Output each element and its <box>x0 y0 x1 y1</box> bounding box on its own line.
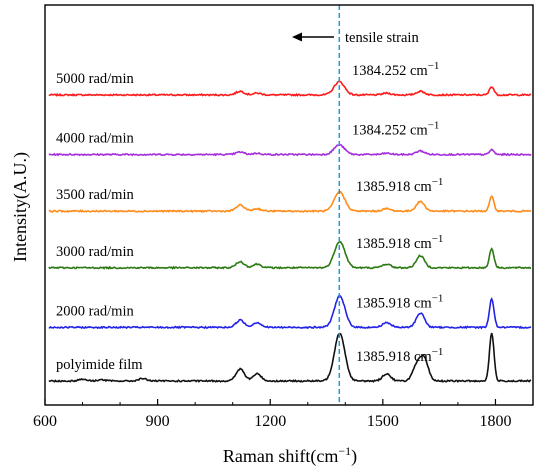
series-label-3: 3000 rad/min <box>56 244 134 260</box>
y-axis-title: Intensity(A.U.) <box>10 152 31 262</box>
peak-labels: 1384.252 cm−1 1384.252 cm−1 1385.918 cm−1 1… <box>352 60 443 365</box>
peak-label-2: 1385.918 cm−1 <box>356 176 443 195</box>
series-line-0 <box>48 80 532 97</box>
peak-label-4: 1385.918 cm−1 <box>356 292 443 311</box>
spectra-lines <box>48 80 532 383</box>
series-line-3 <box>48 241 532 270</box>
series-line-4 <box>48 294 532 330</box>
arrow-head-icon <box>292 32 302 42</box>
series-line-5 <box>48 332 532 383</box>
peak-label-1: 1384.252 cm−1 <box>352 120 439 139</box>
series-label-2: 3500 rad/min <box>56 187 134 203</box>
series-labels: 5000 rad/min 4000 rad/min 3500 rad/min 3000… <box>56 71 143 373</box>
x-tick-label-0: 600 <box>33 413 57 430</box>
annotation-group: tensile strain <box>292 30 419 46</box>
series-line-2 <box>48 190 532 214</box>
peak-label-5: 1385.918 cm−1 <box>356 346 443 365</box>
series-label-1: 4000 rad/min <box>56 131 134 147</box>
x-axis-title-superscript: −1 <box>338 444 351 458</box>
x-axis-title: Raman shift(cm−1) <box>223 444 357 467</box>
x-tick-label-2: 1200 <box>254 413 286 430</box>
plot-frame <box>44 4 534 406</box>
peak-label-3: 1385.918 cm−1 <box>356 233 443 252</box>
series-label-5: polyimide film <box>56 357 143 373</box>
peak-label-0: 1384.252 cm−1 <box>352 60 439 79</box>
series-label-0: 5000 rad/min <box>56 71 134 87</box>
tensile-strain-label: tensile strain <box>345 30 419 46</box>
series-line-1 <box>48 143 532 157</box>
x-tick-label-4: 1800 <box>479 413 511 430</box>
x-axis-ticks: 600 900 1200 1500 1800 <box>33 399 511 430</box>
x-tick-label-3: 1500 <box>367 413 399 430</box>
series-label-4: 2000 rad/min <box>56 303 134 319</box>
x-tick-label-1: 900 <box>146 413 170 430</box>
